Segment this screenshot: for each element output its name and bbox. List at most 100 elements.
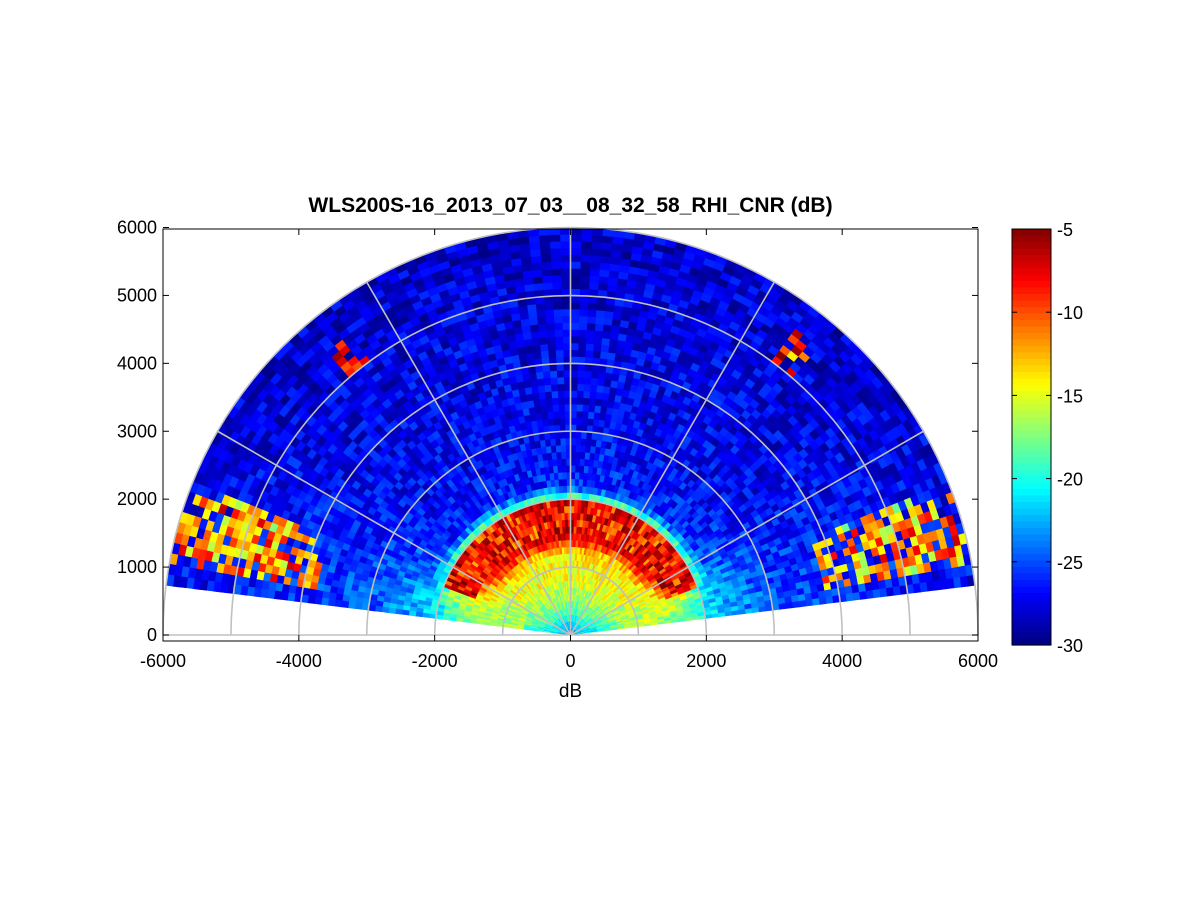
chart-title: WLS200S-16_2013_07_03__08_32_58_RHI_CNR … — [308, 194, 832, 217]
radar-cell — [559, 240, 571, 249]
radar-cell — [600, 344, 610, 353]
radar-cell — [595, 391, 603, 400]
radar-cell — [576, 376, 585, 385]
radar-cell — [528, 241, 541, 251]
radar-cell — [530, 255, 542, 264]
radar-cell — [603, 310, 614, 319]
radar-cell — [578, 315, 588, 324]
radar-cell — [818, 596, 828, 605]
radar-cell — [583, 458, 590, 467]
radar-cell — [578, 308, 589, 317]
radar-cell — [589, 261, 601, 270]
radar-cell — [595, 309, 606, 318]
radar-cell — [603, 317, 613, 326]
radar-cell — [579, 288, 590, 297]
radar-cell — [583, 465, 589, 474]
radar-cell — [555, 349, 564, 358]
radar-cell — [595, 302, 606, 312]
radar-cell — [570, 356, 579, 364]
radar-cell — [542, 370, 551, 379]
radar-cell — [547, 343, 556, 351]
radar-cell — [589, 377, 598, 386]
radar-cell — [561, 464, 567, 473]
radar-cell — [578, 465, 585, 473]
radar-cell — [550, 261, 562, 270]
radar-cell — [557, 397, 565, 405]
radar-cell — [552, 301, 563, 310]
radar-cell — [579, 451, 586, 460]
radar-cell — [553, 322, 563, 331]
radar-cell — [560, 267, 571, 276]
radar-cell — [588, 281, 599, 291]
radar-cell — [570, 315, 580, 324]
radar-cell — [551, 274, 562, 283]
radar-cell — [573, 498, 579, 507]
radar-cell — [577, 356, 586, 365]
radar-cell — [551, 404, 560, 412]
radar-cell — [576, 397, 584, 405]
radar-cell — [546, 336, 556, 345]
radar-cell — [561, 315, 571, 324]
radar-cell — [538, 234, 551, 243]
radar-cell — [554, 437, 561, 446]
radar-cell — [559, 233, 571, 242]
radar-cell — [579, 444, 586, 453]
radar-cell — [865, 589, 875, 599]
radar-cell — [558, 417, 566, 426]
radar-cell — [560, 274, 571, 283]
radar-cell — [590, 370, 599, 379]
radar-cell — [600, 337, 611, 346]
radar-cell — [561, 322, 571, 330]
radar-cell — [603, 378, 612, 388]
radar-cell — [558, 410, 566, 419]
radar-cell — [545, 404, 554, 413]
radar-cell — [549, 247, 561, 256]
radar-cell — [596, 377, 605, 387]
radar-cell — [579, 274, 590, 283]
radar-cell — [557, 403, 565, 412]
radar-cell — [543, 302, 554, 311]
radar-cell — [580, 240, 592, 249]
radar-cell — [577, 349, 586, 358]
radar-cell — [582, 397, 590, 406]
radar-cell — [560, 254, 571, 262]
radar-cell — [825, 595, 834, 604]
radar-cell — [570, 301, 580, 310]
radar-cell — [573, 485, 579, 493]
radar-cell — [583, 370, 592, 379]
radar-cell — [550, 254, 562, 263]
radar-cell — [586, 417, 594, 426]
radar-cell — [560, 451, 567, 460]
radar-cell — [539, 343, 549, 352]
radar-cell — [570, 274, 581, 283]
radar-cell — [559, 247, 571, 256]
radar-cell — [570, 261, 581, 269]
radar-cell — [561, 308, 571, 317]
radar-cell — [551, 397, 559, 406]
radar-cell — [602, 323, 612, 333]
radar-cell — [592, 343, 602, 352]
radar-cell — [585, 438, 592, 447]
radar-cell — [590, 248, 602, 257]
radar-cell — [582, 390, 591, 399]
radar-cell — [562, 335, 571, 344]
radar-cell — [574, 458, 581, 466]
radar-cell — [577, 492, 583, 500]
radar-cell — [601, 235, 613, 244]
radar-cell — [587, 302, 598, 311]
radar-cell — [553, 315, 563, 324]
radar-cell — [570, 281, 581, 290]
radar-cell — [536, 377, 545, 387]
radar-cell — [570, 383, 578, 391]
radar-cell — [593, 405, 602, 414]
radar-cell — [563, 383, 571, 391]
radar-cell — [573, 492, 579, 500]
radar-cell — [576, 403, 584, 412]
radar-cell — [570, 254, 581, 262]
radar-cell — [570, 288, 580, 296]
radar-cell — [600, 398, 609, 408]
radar-cell — [580, 437, 587, 446]
radar-cell — [598, 275, 609, 285]
radar-cell — [570, 322, 580, 330]
radar-cell — [594, 323, 604, 332]
